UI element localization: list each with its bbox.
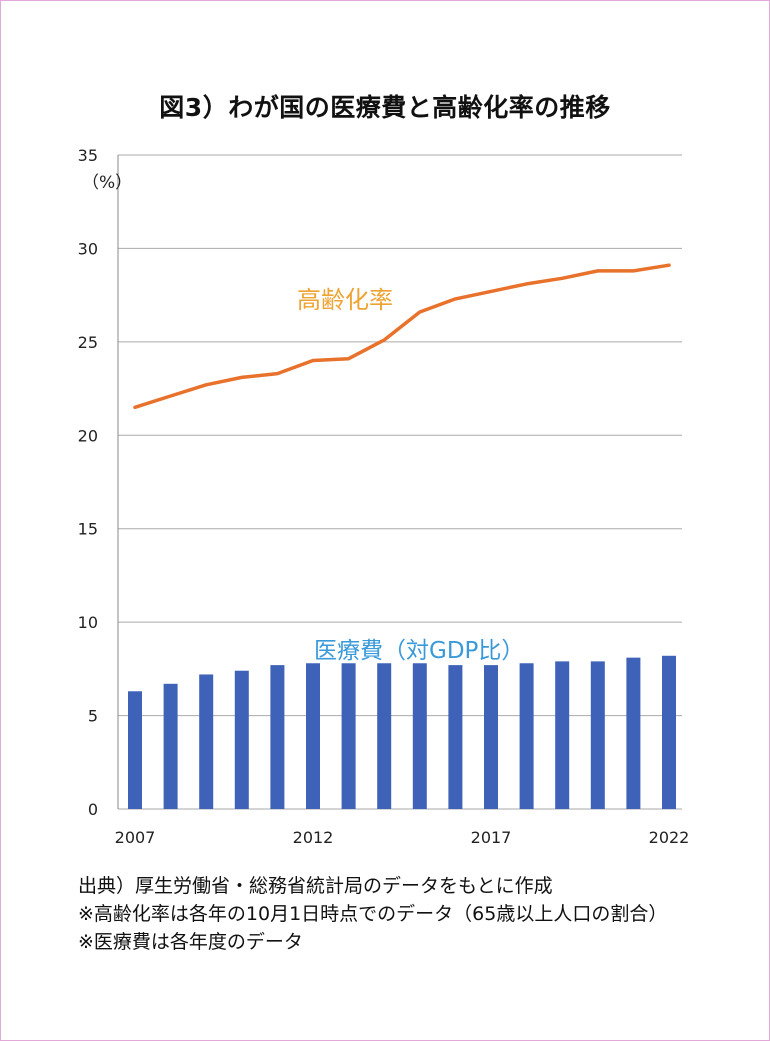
- bar-2012: [306, 663, 320, 809]
- bar-2021: [626, 657, 641, 809]
- aging-rate-line: [133, 263, 671, 410]
- bar-2011: [270, 665, 285, 809]
- bar-2022: [662, 655, 676, 809]
- bar-2017: [484, 665, 498, 809]
- bar-2007: [128, 691, 142, 809]
- y-tick-label-35: 35: [78, 146, 98, 165]
- medical-cost-series-label: 医療費（対GDP比）: [314, 638, 524, 664]
- bar-2014: [377, 663, 392, 809]
- y-tick-label-0: 0: [88, 800, 98, 819]
- bar-2013: [341, 663, 356, 809]
- bar-2020: [590, 661, 605, 809]
- x-tick-label-2017: 2017: [471, 828, 512, 847]
- bar-2019: [555, 661, 570, 809]
- y-tick-label-10: 10: [78, 613, 98, 632]
- y-tick-label-5: 5: [88, 707, 98, 726]
- bar-2008: [163, 683, 178, 809]
- y-tick-label-25: 25: [78, 333, 98, 352]
- bar-2009: [199, 674, 214, 809]
- chart-title: 図3）わが国の医療費と高齢化率の推移: [159, 93, 611, 122]
- bar-2010: [234, 670, 249, 809]
- bar-2018: [519, 663, 534, 809]
- x-tick-label-2012: 2012: [293, 828, 334, 847]
- aging-rate-series-label: 高齢化率: [297, 286, 393, 314]
- source-note-aging-rate: ※高齢化率は各年の10月1日時点でのデータ（65歳以上人口の割合）: [78, 903, 668, 925]
- source-notes: 出典）厚生労働省・総務省統計局のデータをもとに作成 ※高齢化率は各年の10月1日…: [78, 872, 667, 956]
- y-unit-label: （%）: [82, 173, 132, 193]
- source-note-medical-cost: ※医療費は各年度のデータ: [78, 931, 303, 953]
- x-tick-label-2007: 2007: [115, 828, 156, 847]
- x-tick-label-2022: 2022: [649, 828, 690, 847]
- bar-2016: [448, 665, 463, 809]
- bar-2015: [412, 663, 427, 809]
- source-line: 出典）厚生労働省・総務省統計局のデータをもとに作成: [78, 875, 553, 897]
- y-tick-label-30: 30: [78, 239, 98, 258]
- y-tick-label-15: 15: [78, 520, 98, 539]
- y-tick-label-20: 20: [78, 426, 98, 445]
